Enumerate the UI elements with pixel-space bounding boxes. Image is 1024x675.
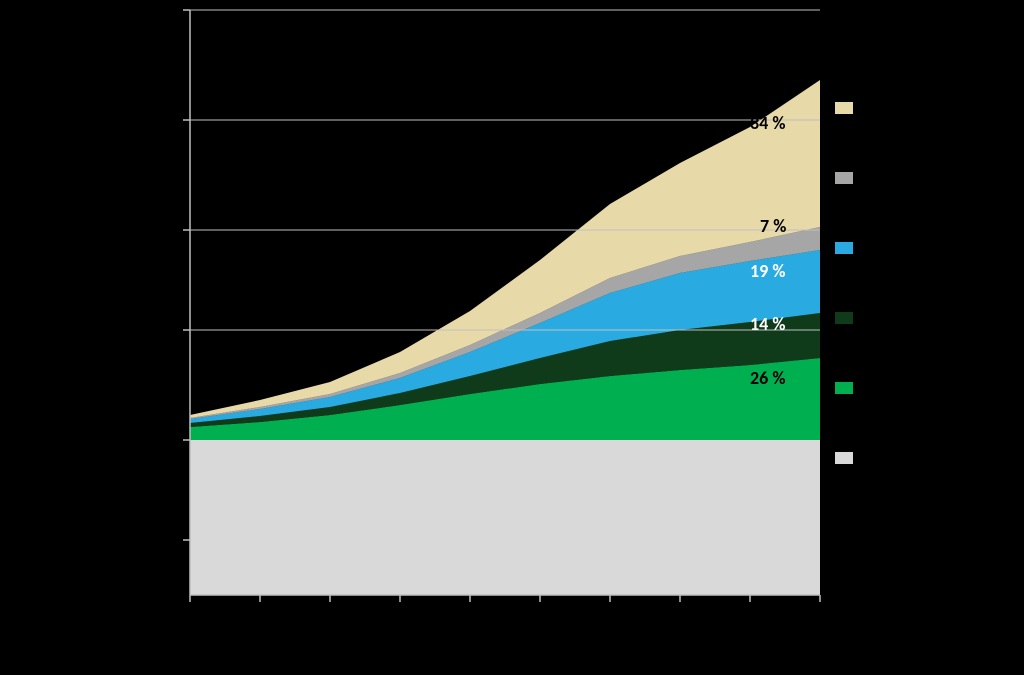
- legend-item: [835, 240, 853, 254]
- series-pct-label: 7 %: [760, 215, 786, 237]
- legend-swatch: [835, 172, 853, 184]
- legend-item: [835, 170, 853, 184]
- area-chart: [0, 0, 1024, 675]
- legend-swatch: [835, 452, 853, 464]
- series-pct-label: 14 %: [750, 313, 785, 335]
- legend-item: [835, 450, 853, 464]
- series-pct-label: 34 %: [750, 112, 785, 134]
- legend-swatch: [835, 102, 853, 114]
- legend-swatch: [835, 312, 853, 324]
- series-pct-label: 19 %: [750, 260, 785, 282]
- legend-item: [835, 380, 853, 394]
- legend-swatch: [835, 242, 853, 254]
- legend-item: [835, 100, 853, 114]
- legend-item: [835, 310, 853, 324]
- legend-swatch: [835, 382, 853, 394]
- legend: [835, 100, 853, 520]
- series-pct-label: 26 %: [750, 367, 785, 389]
